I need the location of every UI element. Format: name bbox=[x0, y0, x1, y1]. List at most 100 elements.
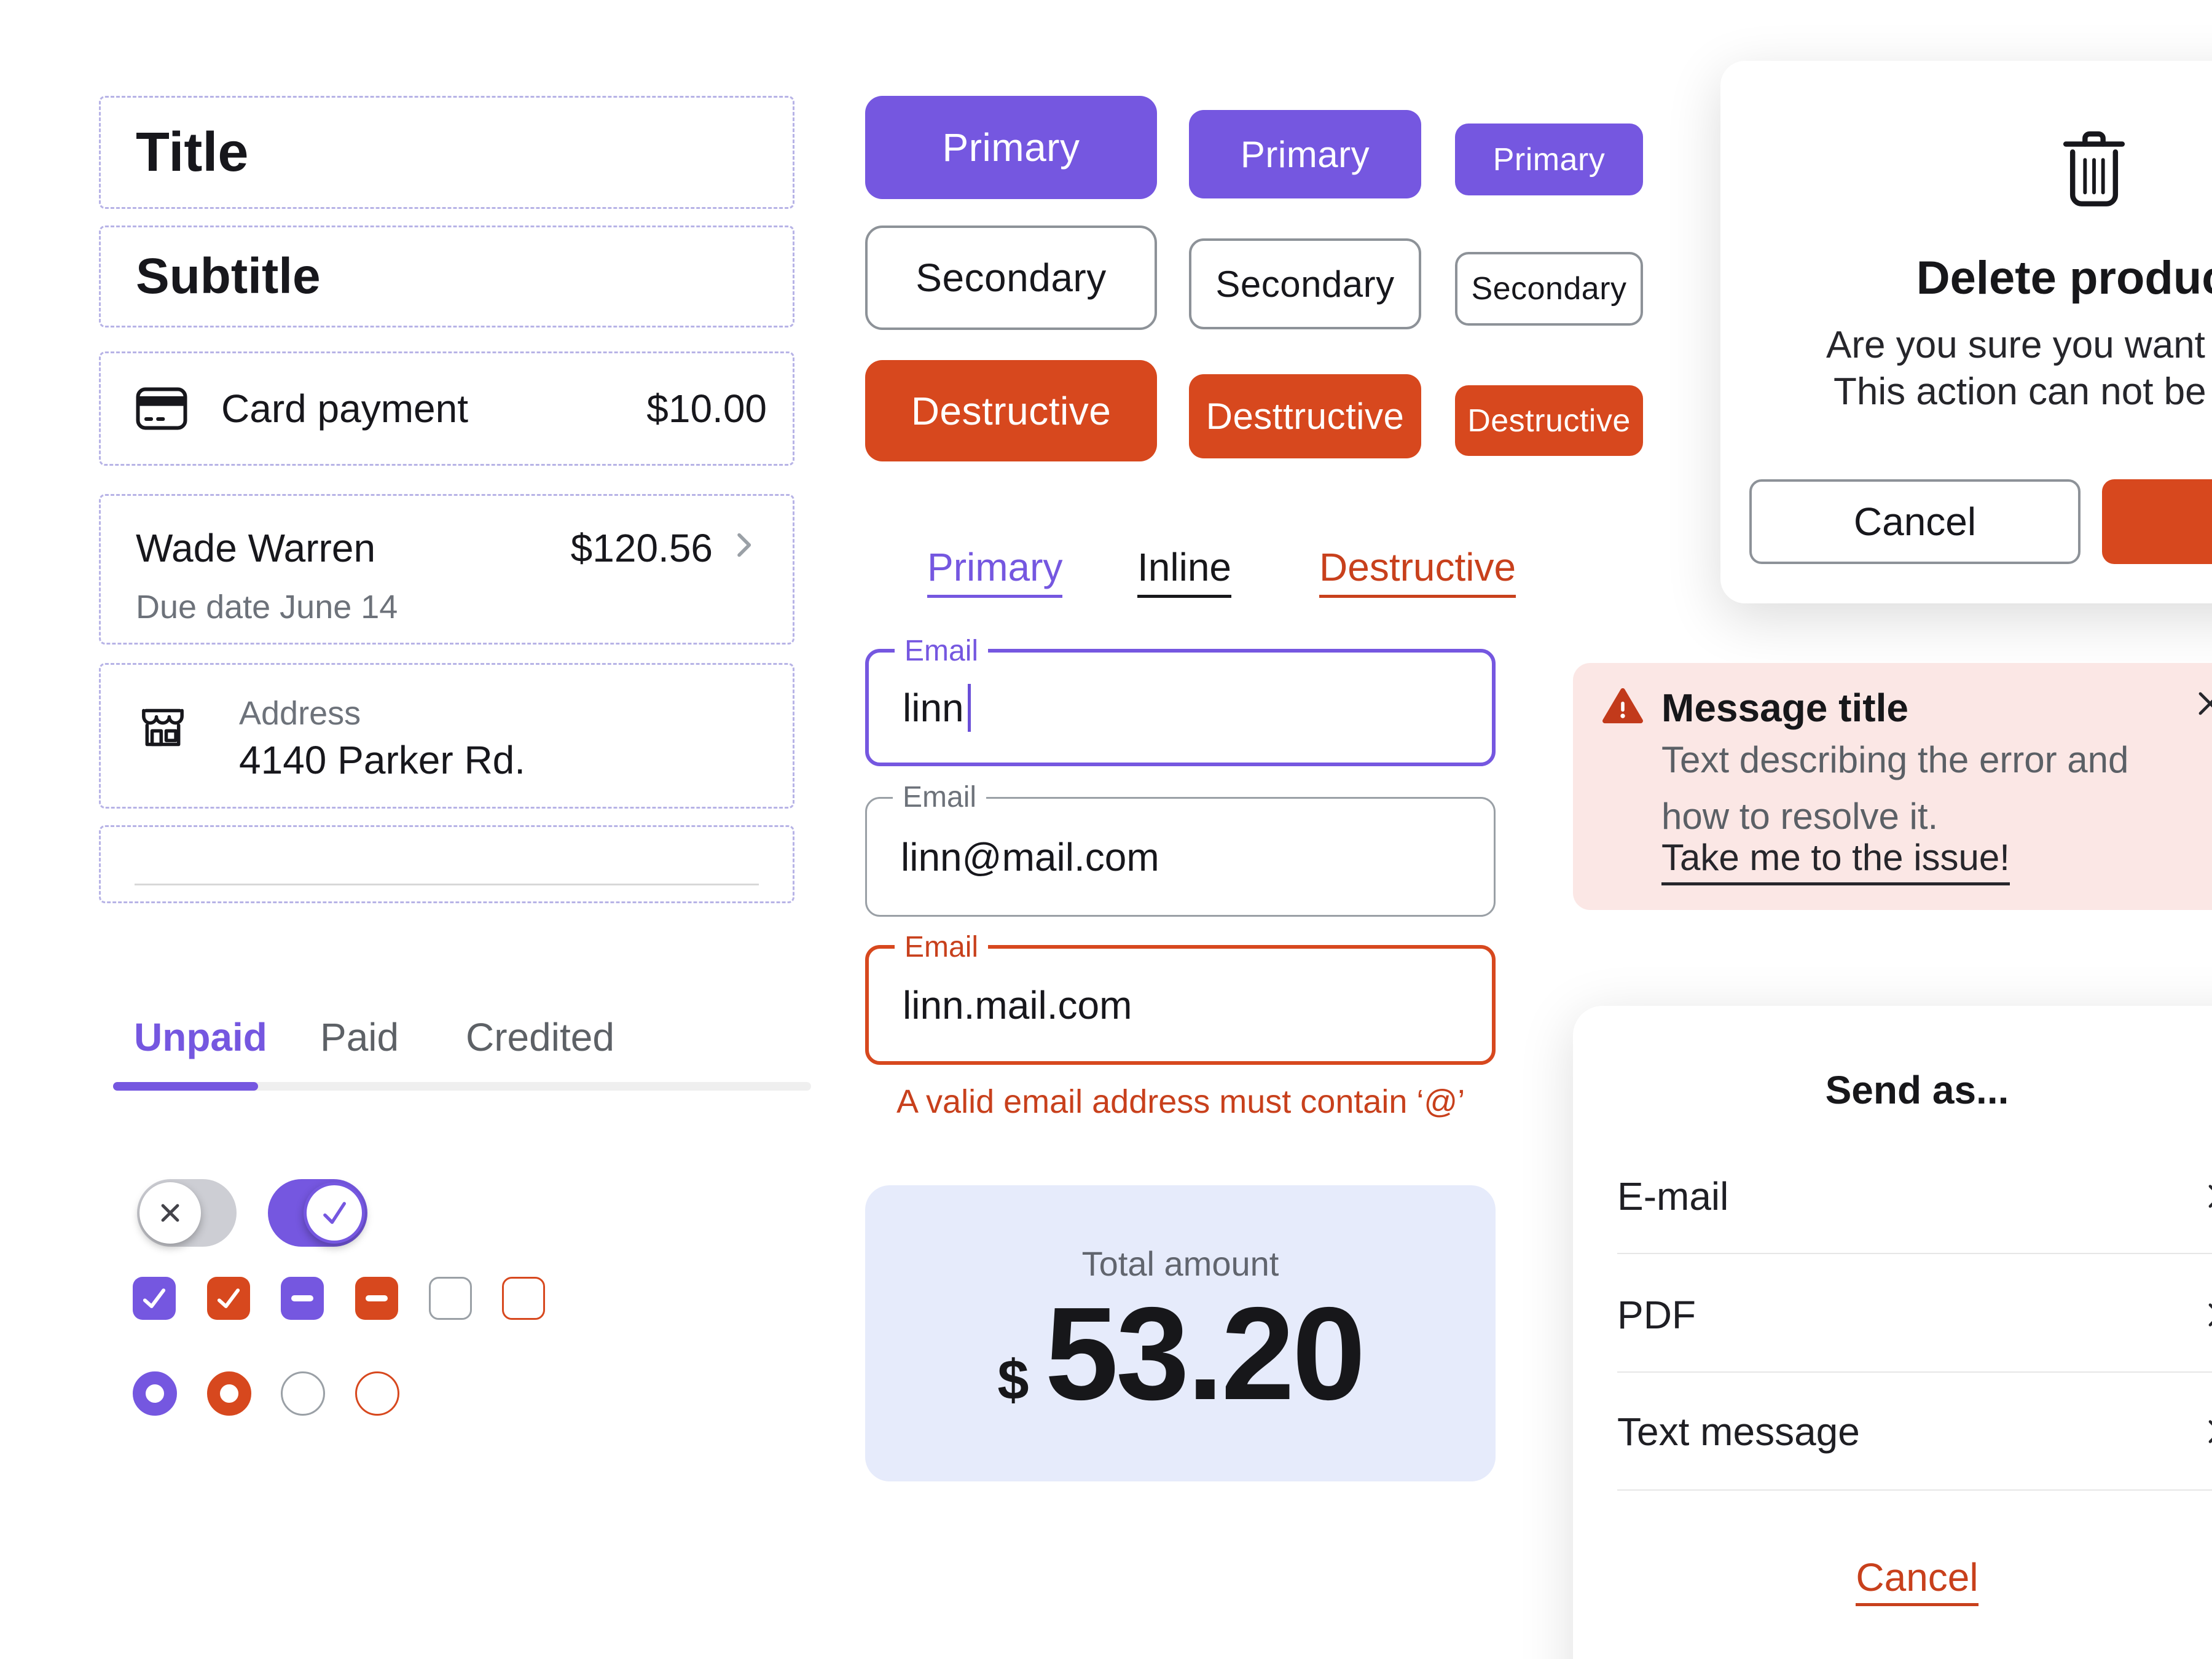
email-input-filled[interactable]: Email linn@mail.com bbox=[865, 780, 1496, 917]
empty-card-divider bbox=[135, 884, 759, 885]
x-mark-icon bbox=[154, 1197, 186, 1229]
chevron-right-icon bbox=[726, 528, 761, 562]
radio-empty-orange[interactable] bbox=[355, 1371, 399, 1416]
secondary-button-medium[interactable]: Secondary bbox=[1189, 238, 1421, 329]
tab-active-indicator bbox=[113, 1082, 258, 1091]
currency-symbol: $ bbox=[997, 1349, 1029, 1411]
storefront-icon bbox=[136, 700, 190, 755]
primary-button-large[interactable]: Primary bbox=[865, 96, 1157, 199]
checkbox-checked-orange[interactable] bbox=[207, 1277, 250, 1320]
sheet-separator bbox=[1617, 1489, 2212, 1491]
subtitle-card: Subtitle bbox=[99, 226, 794, 327]
toggle-on[interactable] bbox=[268, 1179, 367, 1247]
button-label: Cancel bbox=[1856, 1555, 1979, 1606]
radio-empty-gray[interactable] bbox=[281, 1371, 325, 1416]
tab-unpaid[interactable]: Unpaid bbox=[134, 1015, 267, 1059]
destructive-button-small[interactable]: Destructive bbox=[1455, 385, 1643, 456]
card-payment-label: Card payment bbox=[221, 386, 468, 431]
button-label: Secondary bbox=[1471, 271, 1627, 307]
credit-card-icon bbox=[136, 387, 187, 430]
sheet-item-label: E-mail bbox=[1617, 1174, 1729, 1218]
primary-button-medium[interactable]: Primary bbox=[1189, 110, 1421, 198]
invoice-due-date: Due date June 14 bbox=[136, 589, 398, 626]
check-mark-icon bbox=[213, 1282, 245, 1314]
destructive-button-medium[interactable]: Desttructive bbox=[1189, 374, 1421, 458]
secondary-button-large[interactable]: Secondary bbox=[865, 226, 1157, 330]
radio-selected-orange[interactable] bbox=[207, 1371, 251, 1416]
field-label: Email bbox=[893, 780, 987, 814]
warning-triangle-icon bbox=[1601, 685, 1644, 728]
field-value: linn.mail.com bbox=[903, 982, 1132, 1027]
chevron-right-icon bbox=[2197, 1298, 2212, 1332]
title-card: Title bbox=[99, 96, 794, 209]
email-input-focused[interactable]: Email linn bbox=[865, 634, 1496, 766]
field-value: linn@mail.com bbox=[901, 834, 1159, 879]
sheet-cancel-button[interactable]: Cancel bbox=[1573, 1555, 2212, 1606]
total-amount-value: $ 53.20 bbox=[865, 1277, 1496, 1430]
invoice-name: Wade Warren bbox=[136, 526, 376, 570]
field-value: linn bbox=[903, 685, 964, 730]
radio-selected-purple[interactable] bbox=[133, 1371, 177, 1416]
close-x-icon[interactable] bbox=[2190, 684, 2212, 723]
checkbox-checked-purple[interactable] bbox=[133, 1277, 176, 1320]
button-label: Primary bbox=[1240, 133, 1370, 175]
alert-title: Message title bbox=[1661, 686, 1908, 730]
sheet-item-text-message[interactable]: Text message bbox=[1617, 1401, 2212, 1462]
checkbox-indeterminate-purple[interactable] bbox=[281, 1277, 324, 1320]
trash-icon bbox=[2055, 127, 2133, 208]
sheet-item-label: Text message bbox=[1617, 1410, 1860, 1454]
dash-icon bbox=[366, 1295, 388, 1301]
checkbox-indeterminate-orange[interactable] bbox=[355, 1277, 398, 1320]
send-as-sheet: Send as... E-mail PDF Text message Cance… bbox=[1573, 1006, 2212, 1659]
sheet-item-email[interactable]: E-mail bbox=[1617, 1166, 2212, 1227]
link-destructive[interactable]: Destructive bbox=[1319, 544, 1516, 598]
checkbox-empty-gray[interactable] bbox=[429, 1277, 472, 1320]
chevron-right-icon bbox=[2197, 1179, 2212, 1214]
sheet-item-label: PDF bbox=[1617, 1293, 1696, 1337]
secondary-button-small[interactable]: Secondary bbox=[1455, 252, 1643, 326]
text-caret bbox=[967, 683, 971, 732]
button-label: Secondary bbox=[916, 256, 1107, 300]
address-label: Address bbox=[239, 695, 361, 732]
alert-action-link[interactable]: Take me to the issue! bbox=[1661, 836, 2010, 885]
sheet-item-pdf[interactable]: PDF bbox=[1617, 1284, 2212, 1346]
email-input-error[interactable]: Email linn.mail.com bbox=[865, 930, 1496, 1065]
dialog-body-line1: Are you sure you want to delete bbox=[1826, 324, 2212, 366]
destructive-button-large[interactable]: Destructive bbox=[865, 360, 1157, 461]
field-label: Email bbox=[895, 930, 989, 964]
total-amount-card: Total amount $ 53.20 bbox=[865, 1185, 1496, 1481]
title-text: Title bbox=[136, 121, 249, 183]
link-inline[interactable]: Inline bbox=[1137, 544, 1231, 598]
toggle-off[interactable] bbox=[137, 1179, 237, 1247]
tab-track bbox=[113, 1082, 811, 1091]
invoice-row[interactable]: Wade Warren $120.56 Due date June 14 bbox=[99, 494, 794, 645]
button-label: Desttructive bbox=[1206, 396, 1405, 437]
email-error-helper: A valid email address must contain ‘@’ bbox=[896, 1083, 1465, 1120]
sheet-title: Send as... bbox=[1825, 1068, 2009, 1112]
total-amount-label: Total amount bbox=[1081, 1244, 1279, 1283]
tab-credited[interactable]: Credited bbox=[466, 1015, 614, 1059]
dash-icon bbox=[291, 1295, 313, 1301]
sheet-separator bbox=[1617, 1253, 2212, 1254]
check-mark-icon bbox=[317, 1196, 351, 1230]
dialog-cancel-button[interactable]: Cancel bbox=[1749, 479, 2081, 564]
checkbox-empty-orange[interactable] bbox=[502, 1277, 545, 1320]
delete-product-dialog: Delete product? Are you sure you want to… bbox=[1720, 61, 2212, 603]
card-payment-amount: $10.00 bbox=[646, 386, 767, 431]
button-label: Cancel bbox=[1853, 500, 1977, 544]
primary-button-small[interactable]: Primary bbox=[1455, 124, 1643, 195]
card-payment-row: Card payment $10.00 bbox=[99, 351, 794, 466]
check-mark-icon bbox=[138, 1282, 170, 1314]
toggle-off-thumb bbox=[139, 1182, 201, 1244]
field-label: Email bbox=[895, 634, 989, 668]
empty-card bbox=[99, 825, 794, 903]
link-primary[interactable]: Primary bbox=[927, 544, 1063, 598]
sheet-separator bbox=[1617, 1371, 2212, 1373]
tab-paid[interactable]: Paid bbox=[320, 1015, 399, 1059]
address-card: Address 4140 Parker Rd. bbox=[99, 663, 794, 809]
dialog-delete-button[interactable] bbox=[2102, 479, 2212, 564]
address-value: 4140 Parker Rd. bbox=[239, 738, 526, 782]
alert-description: Text describing the error and how to res… bbox=[1661, 739, 2129, 837]
button-label: Primary bbox=[942, 125, 1080, 170]
